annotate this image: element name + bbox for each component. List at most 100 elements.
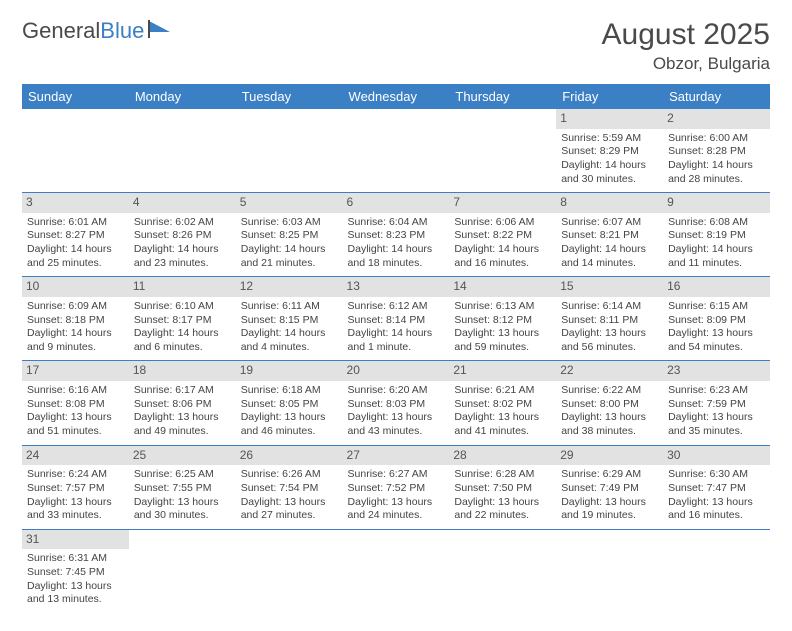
cell-text: Daylight: 14 hours: [668, 243, 765, 257]
cell-text: and 22 minutes.: [454, 509, 551, 523]
calendar-cell: 13Sunrise: 6:12 AMSunset: 8:14 PMDayligh…: [343, 277, 450, 361]
cell-text: and 19 minutes.: [561, 509, 658, 523]
cell-text: Daylight: 13 hours: [561, 411, 658, 425]
calendar-cell: 22Sunrise: 6:22 AMSunset: 8:00 PMDayligh…: [556, 361, 663, 445]
day-number: 20: [343, 361, 450, 381]
logo: GeneralBlue: [22, 18, 174, 44]
cell-text: Sunrise: 6:15 AM: [668, 300, 765, 314]
cell-text: and 30 minutes.: [561, 173, 658, 187]
day-number: 18: [129, 361, 236, 381]
day-number: 26: [236, 446, 343, 466]
cell-text: Sunset: 7:55 PM: [134, 482, 231, 496]
cell-text: Daylight: 13 hours: [134, 496, 231, 510]
day-number: 5: [236, 193, 343, 213]
calendar-row: 1 Sunrise: 5:59 AMSunset: 8:29 PMDaylight…: [22, 109, 770, 193]
calendar-cell: 2Sunrise: 6:00 AMSunset: 8:28 PMDaylight…: [663, 109, 770, 193]
cell-text: Sunset: 8:17 PM: [134, 314, 231, 328]
cell-text: and 30 minutes.: [134, 509, 231, 523]
calendar-cell: 18Sunrise: 6:17 AMSunset: 8:06 PMDayligh…: [129, 361, 236, 445]
col-header: Thursday: [449, 84, 556, 109]
cell-text: Sunrise: 6:03 AM: [241, 216, 338, 230]
page: GeneralBlue August 2025 Obzor, Bulgaria …: [0, 0, 792, 631]
cell-text: Sunset: 7:52 PM: [348, 482, 445, 496]
calendar-row: 10Sunrise: 6:09 AMSunset: 8:18 PMDayligh…: [22, 277, 770, 361]
day-number: 14: [449, 277, 556, 297]
day-number: 23: [663, 361, 770, 381]
calendar-cell: [236, 529, 343, 613]
cell-text: Daylight: 13 hours: [134, 411, 231, 425]
page-title: August 2025: [602, 18, 770, 52]
col-header: Friday: [556, 84, 663, 109]
calendar-cell: 10Sunrise: 6:09 AMSunset: 8:18 PMDayligh…: [22, 277, 129, 361]
cell-text: Daylight: 13 hours: [668, 327, 765, 341]
cell-text: and 56 minutes.: [561, 341, 658, 355]
calendar-cell: [343, 109, 450, 193]
cell-text: Sunset: 7:47 PM: [668, 482, 765, 496]
cell-text: and 35 minutes.: [668, 425, 765, 439]
cell-text: Daylight: 14 hours: [134, 327, 231, 341]
cell-text: Sunset: 7:45 PM: [27, 566, 124, 580]
day-number: 15: [556, 277, 663, 297]
calendar-cell: 23Sunrise: 6:23 AMSunset: 7:59 PMDayligh…: [663, 361, 770, 445]
day-number: 22: [556, 361, 663, 381]
cell-text: Sunrise: 6:21 AM: [454, 384, 551, 398]
calendar-row: 24Sunrise: 6:24 AMSunset: 7:57 PMDayligh…: [22, 445, 770, 529]
calendar-cell: [449, 529, 556, 613]
calendar-cell: 8Sunrise: 6:07 AMSunset: 8:21 PMDaylight…: [556, 193, 663, 277]
cell-text: Sunrise: 6:30 AM: [668, 468, 765, 482]
cell-text: and 28 minutes.: [668, 173, 765, 187]
cell-text: and 54 minutes.: [668, 341, 765, 355]
cell-text: Daylight: 14 hours: [561, 159, 658, 173]
day-number: 17: [22, 361, 129, 381]
cell-text: Sunrise: 6:14 AM: [561, 300, 658, 314]
cell-text: and 4 minutes.: [241, 341, 338, 355]
col-header: Tuesday: [236, 84, 343, 109]
calendar-cell: 26Sunrise: 6:26 AMSunset: 7:54 PMDayligh…: [236, 445, 343, 529]
cell-text: Daylight: 14 hours: [348, 327, 445, 341]
cell-text: Sunset: 8:23 PM: [348, 229, 445, 243]
calendar-cell: 27Sunrise: 6:27 AMSunset: 7:52 PMDayligh…: [343, 445, 450, 529]
cell-text: Sunset: 8:27 PM: [27, 229, 124, 243]
cell-text: Sunrise: 6:29 AM: [561, 468, 658, 482]
calendar-cell: 6Sunrise: 6:04 AMSunset: 8:23 PMDaylight…: [343, 193, 450, 277]
cell-text: Daylight: 13 hours: [668, 411, 765, 425]
cell-text: Sunset: 8:05 PM: [241, 398, 338, 412]
cell-text: Sunset: 8:19 PM: [668, 229, 765, 243]
cell-text: Sunrise: 6:28 AM: [454, 468, 551, 482]
day-number: 21: [449, 361, 556, 381]
cell-text: and 9 minutes.: [27, 341, 124, 355]
cell-text: and 11 minutes.: [668, 257, 765, 271]
calendar-cell: 28Sunrise: 6:28 AMSunset: 7:50 PMDayligh…: [449, 445, 556, 529]
cell-text: Sunrise: 6:23 AM: [668, 384, 765, 398]
calendar-cell: 3Sunrise: 6:01 AMSunset: 8:27 PMDaylight…: [22, 193, 129, 277]
day-number: 1: [556, 109, 663, 129]
cell-text: and 59 minutes.: [454, 341, 551, 355]
day-number: 27: [343, 446, 450, 466]
day-number: 4: [129, 193, 236, 213]
day-number: 28: [449, 446, 556, 466]
cell-text: Daylight: 13 hours: [27, 411, 124, 425]
cell-text: Sunset: 8:21 PM: [561, 229, 658, 243]
cell-text: and 24 minutes.: [348, 509, 445, 523]
cell-text: Sunset: 8:08 PM: [27, 398, 124, 412]
cell-text: Daylight: 14 hours: [561, 243, 658, 257]
title-block: August 2025 Obzor, Bulgaria: [602, 18, 770, 74]
day-number: 10: [22, 277, 129, 297]
calendar-cell: [663, 529, 770, 613]
calendar-cell: 24Sunrise: 6:24 AMSunset: 7:57 PMDayligh…: [22, 445, 129, 529]
cell-text: Sunrise: 6:10 AM: [134, 300, 231, 314]
cell-text: Daylight: 13 hours: [241, 496, 338, 510]
cell-text: Sunrise: 5:59 AM: [561, 132, 658, 146]
day-number: 3: [22, 193, 129, 213]
cell-text: and 49 minutes.: [134, 425, 231, 439]
cell-text: Daylight: 13 hours: [27, 496, 124, 510]
cell-text: Sunset: 8:29 PM: [561, 145, 658, 159]
calendar-cell: [343, 529, 450, 613]
cell-text: Sunset: 8:12 PM: [454, 314, 551, 328]
cell-text: Sunrise: 6:01 AM: [27, 216, 124, 230]
logo-text-b: Blue: [100, 18, 144, 44]
cell-text: Daylight: 13 hours: [348, 496, 445, 510]
cell-text: Daylight: 14 hours: [348, 243, 445, 257]
cell-text: Sunrise: 6:06 AM: [454, 216, 551, 230]
calendar-cell: 31Sunrise: 6:31 AMSunset: 7:45 PMDayligh…: [22, 529, 129, 613]
